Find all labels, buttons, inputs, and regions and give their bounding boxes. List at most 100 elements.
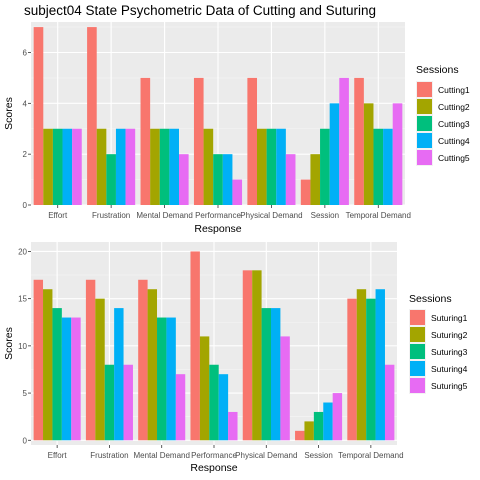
bar-cutting2-performance bbox=[203, 128, 214, 205]
legend-swatch bbox=[410, 344, 425, 359]
bar-cutting5-performance bbox=[232, 179, 243, 205]
bar-suturing3-mental-demand bbox=[157, 317, 167, 441]
legend-label-suturing4: Suturing4 bbox=[431, 364, 468, 374]
bar-cutting2-session bbox=[310, 154, 321, 205]
bar-cutting4-effort bbox=[62, 128, 73, 205]
chart-panel-1: 0 2 4 6 Effort Frustration Mental Demand Perfor… bbox=[3, 22, 470, 235]
bar-cutting3-physical-demand bbox=[266, 128, 277, 205]
x-tick-label: Performance bbox=[191, 451, 237, 460]
bar-suturing4-performance bbox=[218, 374, 229, 441]
x-tick-label: Temporal Demand bbox=[346, 211, 411, 220]
y-tick-label: 5 bbox=[23, 389, 28, 398]
bar-cutting3-frustration bbox=[106, 154, 116, 205]
x-tick-label: Mental Demand bbox=[136, 211, 192, 220]
y-axis-title: Scores bbox=[3, 327, 15, 360]
y-tick-label: 4 bbox=[23, 99, 28, 108]
bar-cutting2-frustration bbox=[96, 128, 107, 205]
legend-label-suturing2: Suturing2 bbox=[431, 330, 468, 340]
bar-cutting2-temporal-demand bbox=[363, 103, 374, 205]
bar-suturing5-mental-demand bbox=[175, 374, 186, 441]
x-tick-label: Performance bbox=[195, 211, 241, 220]
legend-label-cutting4: Cutting4 bbox=[438, 136, 470, 146]
bar-suturing4-frustration bbox=[114, 308, 124, 441]
bar-cutting4-physical-demand bbox=[276, 128, 286, 205]
bar-suturing2-mental-demand bbox=[147, 289, 158, 441]
x-tick-label: Frustration bbox=[90, 451, 128, 460]
bar-cutting2-effort bbox=[43, 128, 53, 205]
bar-suturing2-performance bbox=[199, 336, 210, 441]
legend-swatch bbox=[410, 361, 425, 376]
y-tick-label: 0 bbox=[23, 436, 28, 445]
chart-title: subject04 State Psychometric Data of Cut… bbox=[24, 3, 376, 18]
bar-cutting4-session bbox=[329, 103, 340, 205]
y-tick-label: 2 bbox=[23, 150, 28, 159]
bar-suturing2-temporal-demand bbox=[356, 289, 367, 441]
bar-suturing5-physical-demand bbox=[280, 336, 290, 441]
bar-cutting1-temporal-demand bbox=[354, 77, 364, 205]
x-tick-label: Session bbox=[304, 451, 332, 460]
bar-cutting5-physical-demand bbox=[285, 154, 296, 205]
bar-suturing3-performance bbox=[209, 364, 219, 441]
y-tick-label: 6 bbox=[23, 49, 28, 58]
x-tick-label: Frustration bbox=[92, 211, 130, 220]
y-axis-title: Scores bbox=[3, 97, 15, 130]
bar-cutting1-effort bbox=[33, 27, 44, 206]
bar-suturing1-temporal-demand bbox=[347, 298, 357, 441]
bar-suturing5-performance bbox=[228, 411, 238, 441]
legend-title: Sessions bbox=[409, 293, 452, 305]
bar-suturing3-frustration bbox=[104, 364, 115, 441]
legend-label-cutting3: Cutting3 bbox=[438, 119, 470, 129]
x-tick-label: Temporal Demand bbox=[338, 451, 403, 460]
bar-cutting5-mental-demand bbox=[178, 154, 189, 205]
x-tick-label: Physical Demand bbox=[240, 211, 302, 220]
bar-suturing1-session bbox=[295, 430, 305, 441]
bar-cutting5-session bbox=[339, 77, 349, 205]
bar-cutting2-physical-demand bbox=[257, 128, 267, 205]
bar-suturing2-frustration bbox=[95, 298, 105, 441]
legend-title: Sessions bbox=[416, 64, 459, 76]
bar-suturing4-mental-demand bbox=[166, 317, 176, 441]
legend: Sessions Cutting1 Cutting2 Cutting3 Cutting4… bbox=[416, 64, 470, 166]
legend-swatch bbox=[417, 82, 432, 97]
x-tick-label: Mental Demand bbox=[133, 451, 189, 460]
x-tick-label: Effort bbox=[48, 451, 68, 460]
bar-cutting2-mental-demand bbox=[150, 128, 160, 205]
bar-cutting1-physical-demand bbox=[247, 77, 258, 205]
bar-suturing5-frustration bbox=[123, 364, 133, 441]
x-tick-label: Effort bbox=[48, 211, 68, 220]
bar-cutting4-mental-demand bbox=[169, 128, 179, 205]
bar-suturing1-frustration bbox=[85, 279, 96, 441]
bar-suturing4-session bbox=[323, 402, 333, 441]
bar-cutting3-mental-demand bbox=[159, 128, 170, 205]
legend-label-suturing5: Suturing5 bbox=[431, 381, 468, 391]
legend-label-suturing1: Suturing1 bbox=[431, 313, 468, 323]
legend-swatch bbox=[417, 133, 432, 148]
bar-cutting3-performance bbox=[213, 154, 223, 205]
y-tick-label: 15 bbox=[18, 295, 27, 304]
bar-cutting1-mental-demand bbox=[140, 77, 151, 205]
legend-swatch bbox=[417, 150, 432, 165]
bar-suturing2-physical-demand bbox=[252, 270, 262, 441]
bar-suturing4-effort bbox=[61, 317, 72, 441]
bar-suturing5-temporal-demand bbox=[384, 364, 395, 441]
legend: Sessions Suturing1 Suturing2 Suturing3 Sutur… bbox=[409, 293, 468, 394]
bar-cutting4-temporal-demand bbox=[383, 128, 393, 205]
y-tick-label: 0 bbox=[23, 201, 28, 210]
bar-suturing1-effort bbox=[33, 279, 44, 441]
bar-suturing1-mental-demand bbox=[138, 279, 148, 441]
x-axis-title: Response bbox=[194, 223, 241, 235]
bar-suturing3-physical-demand bbox=[261, 308, 271, 441]
legend-label-suturing3: Suturing3 bbox=[431, 347, 468, 357]
bar-cutting4-performance bbox=[222, 154, 233, 205]
legend-swatch bbox=[417, 116, 432, 131]
bar-suturing4-temporal-demand bbox=[375, 289, 385, 441]
bar-suturing4-physical-demand bbox=[270, 308, 281, 441]
bar-cutting3-effort bbox=[52, 128, 63, 205]
x-axis-title: Response bbox=[190, 462, 237, 474]
y-tick-label: 10 bbox=[18, 342, 27, 351]
x-tick-label: Session bbox=[311, 211, 339, 220]
legend-swatch bbox=[417, 99, 432, 114]
bar-suturing3-temporal-demand bbox=[366, 298, 376, 441]
legend-label-cutting5: Cutting5 bbox=[438, 153, 470, 163]
